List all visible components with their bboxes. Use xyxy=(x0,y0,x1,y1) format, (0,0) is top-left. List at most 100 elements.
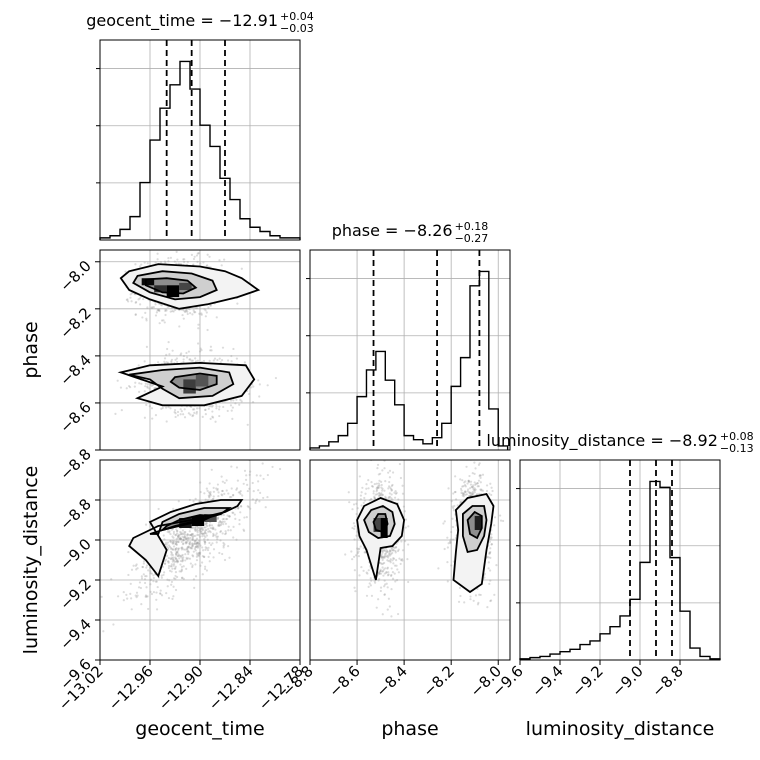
sample-point xyxy=(380,553,383,556)
sample-point xyxy=(355,534,358,537)
sample-point xyxy=(194,546,197,549)
sample-point xyxy=(150,306,153,309)
sample-point xyxy=(478,593,481,596)
sample-point xyxy=(389,559,392,562)
sample-point xyxy=(149,572,152,575)
contour-line-mid xyxy=(132,270,218,301)
sample-point xyxy=(211,542,214,545)
sample-point xyxy=(172,541,175,544)
sample-point xyxy=(184,537,188,540)
sample-point xyxy=(195,543,198,546)
sample-point xyxy=(206,253,209,256)
sample-point xyxy=(207,491,211,494)
sample-point xyxy=(180,532,183,536)
sample-point xyxy=(490,599,493,602)
sample-point xyxy=(208,560,211,563)
sample-point xyxy=(493,524,496,527)
sample-point xyxy=(388,550,392,553)
sample-point xyxy=(262,477,265,481)
sample-point xyxy=(207,530,210,533)
sample-point xyxy=(359,498,362,501)
sample-point xyxy=(479,488,482,491)
sample-point xyxy=(208,524,211,527)
sample-point xyxy=(376,486,379,489)
sample-point xyxy=(210,405,214,408)
sample-point xyxy=(175,543,178,546)
panel-frame xyxy=(99,39,301,241)
sample-point xyxy=(177,553,180,556)
sample-point xyxy=(142,297,145,301)
sample-point xyxy=(201,573,204,576)
sample-point xyxy=(235,538,238,541)
sample-point xyxy=(199,528,202,531)
sample-point xyxy=(170,358,174,361)
sample-point xyxy=(212,526,215,529)
sample-point xyxy=(157,309,161,312)
sample-point xyxy=(181,313,184,317)
sample-point xyxy=(394,546,398,549)
sample-point xyxy=(379,572,383,575)
sample-point xyxy=(353,525,356,528)
sample-point xyxy=(209,526,212,530)
sample-point xyxy=(388,495,392,498)
sample-point xyxy=(191,565,194,569)
sample-point xyxy=(204,408,207,411)
sample-point xyxy=(464,491,467,494)
sample-point xyxy=(451,538,455,541)
sample-point xyxy=(279,467,282,471)
sample-point xyxy=(145,564,149,567)
x-tick-label: −9.4 xyxy=(528,662,566,700)
sample-point xyxy=(154,303,157,306)
sample-point xyxy=(133,385,136,388)
sample-point xyxy=(387,559,390,563)
sample-point xyxy=(230,354,233,358)
sample-point xyxy=(198,551,201,554)
sample-point xyxy=(186,533,189,536)
sample-point xyxy=(176,258,179,261)
sample-point xyxy=(472,487,475,490)
sample-point xyxy=(381,469,384,472)
sample-point xyxy=(191,537,194,540)
sample-point xyxy=(179,413,182,416)
sample-point xyxy=(348,501,351,504)
sample-point xyxy=(179,353,182,356)
sample-point xyxy=(394,492,398,495)
sample-point xyxy=(373,495,376,498)
sample-point xyxy=(180,540,183,543)
sample-point xyxy=(172,577,176,580)
sample-point xyxy=(164,309,167,313)
sample-point xyxy=(186,540,189,543)
sample-point xyxy=(185,309,188,312)
sample-point xyxy=(171,557,175,560)
sample-point xyxy=(375,487,378,490)
y-tick-label: −8.0 xyxy=(56,257,94,295)
sample-point xyxy=(164,313,167,317)
sample-point xyxy=(201,415,204,418)
sample-point xyxy=(144,523,148,526)
sample-point xyxy=(457,600,461,603)
sample-point xyxy=(182,539,185,542)
sample-point xyxy=(221,489,224,493)
sample-point xyxy=(194,527,197,531)
sample-point xyxy=(481,489,485,492)
sample-point xyxy=(208,541,211,545)
sample-point xyxy=(219,529,223,533)
contour-line-mid xyxy=(129,366,235,400)
sample-point xyxy=(215,532,218,535)
sample-point xyxy=(373,496,376,500)
sample-point xyxy=(187,550,190,553)
sample-point xyxy=(467,479,470,483)
sample-point xyxy=(344,553,347,556)
sample-point xyxy=(205,534,209,537)
sample-point xyxy=(386,574,390,577)
y-tick-label: −8.2 xyxy=(56,304,94,342)
sample-point xyxy=(396,549,400,553)
sample-point xyxy=(194,525,197,529)
sample-point xyxy=(186,536,190,539)
sample-point xyxy=(196,533,199,537)
sample-point xyxy=(216,518,219,521)
sample-point xyxy=(360,491,363,494)
sample-point xyxy=(197,526,200,530)
sample-point xyxy=(228,514,231,518)
sample-point xyxy=(476,485,479,488)
